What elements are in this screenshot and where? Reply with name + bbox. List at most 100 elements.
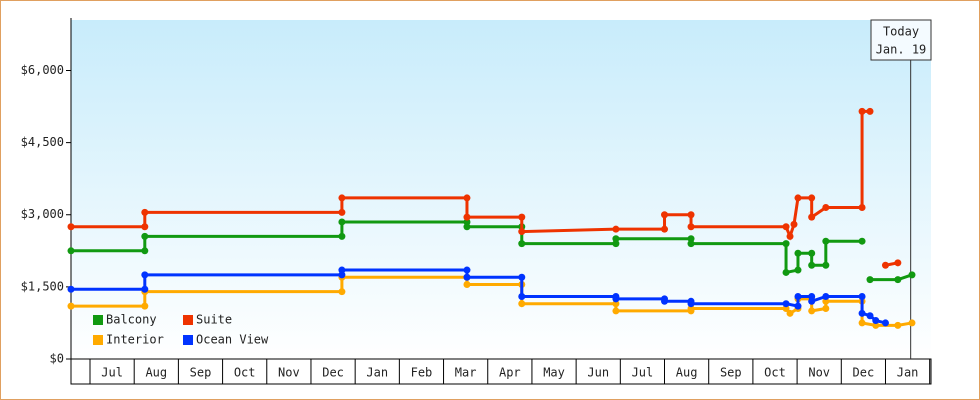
price-point bbox=[808, 307, 816, 315]
x-tick-label: Oct bbox=[234, 366, 256, 380]
today-label: Today bbox=[883, 25, 919, 39]
price-point bbox=[518, 300, 526, 308]
price-point bbox=[808, 292, 816, 300]
price-point bbox=[141, 208, 149, 216]
price-point bbox=[872, 317, 880, 325]
price-point bbox=[858, 309, 866, 317]
y-tick-label: $3,000 bbox=[21, 207, 64, 221]
price-point bbox=[67, 285, 75, 293]
price-point bbox=[786, 309, 794, 317]
price-point bbox=[794, 302, 802, 310]
price-point bbox=[687, 300, 695, 308]
legend-swatch bbox=[93, 315, 103, 325]
x-tick-label: Jul bbox=[632, 366, 654, 380]
series-line bbox=[71, 268, 886, 325]
y-tick-label: $6,000 bbox=[21, 63, 64, 77]
price-point bbox=[612, 307, 620, 315]
price-point bbox=[881, 261, 889, 269]
price-point bbox=[518, 213, 526, 221]
price-point bbox=[881, 319, 889, 327]
price-point bbox=[782, 240, 790, 248]
x-tick-label: Jan bbox=[366, 366, 388, 380]
price-point bbox=[67, 247, 75, 255]
price-point bbox=[687, 223, 695, 231]
price-point bbox=[338, 218, 346, 226]
price-point bbox=[687, 305, 695, 313]
x-tick-label: Apr bbox=[499, 366, 521, 380]
price-point bbox=[67, 302, 75, 310]
x-axis-box bbox=[70, 358, 932, 385]
x-tick-label: Dec bbox=[853, 366, 875, 380]
price-point bbox=[463, 223, 471, 231]
price-point bbox=[687, 235, 695, 243]
price-point bbox=[808, 261, 816, 269]
y-tick-label: $4,500 bbox=[21, 135, 64, 149]
price-point bbox=[808, 213, 816, 221]
price-point bbox=[866, 107, 874, 115]
price-point bbox=[822, 292, 830, 300]
x-tick-label: May bbox=[543, 366, 565, 380]
price-point bbox=[858, 319, 866, 327]
series-line bbox=[71, 275, 913, 327]
price-point bbox=[794, 266, 802, 274]
price-point bbox=[822, 204, 830, 212]
legend-label: Ocean View bbox=[196, 333, 269, 347]
x-tick-label: Jun bbox=[587, 366, 609, 380]
price-point bbox=[612, 240, 620, 248]
price-point bbox=[518, 292, 526, 300]
price-point bbox=[612, 295, 620, 303]
price-point bbox=[782, 223, 790, 231]
x-tick-label: Nov bbox=[808, 366, 830, 380]
price-point bbox=[908, 319, 916, 327]
price-point bbox=[141, 285, 149, 293]
price-point bbox=[661, 297, 669, 305]
price-point bbox=[612, 300, 620, 308]
price-point bbox=[822, 297, 830, 305]
price-point bbox=[141, 302, 149, 310]
price-point bbox=[518, 273, 526, 281]
price-point bbox=[858, 237, 866, 245]
price-point bbox=[908, 271, 916, 279]
price-point bbox=[786, 232, 794, 240]
price-point bbox=[894, 259, 902, 267]
price-point bbox=[661, 211, 669, 219]
price-point bbox=[794, 194, 802, 202]
legend-label: Suite bbox=[196, 313, 232, 327]
price-point bbox=[338, 266, 346, 274]
x-tick-label: Feb bbox=[411, 366, 433, 380]
price-point bbox=[338, 194, 346, 202]
x-tick-label: Jan bbox=[897, 366, 919, 380]
x-tick-label: Aug bbox=[145, 366, 167, 380]
price-point bbox=[687, 240, 695, 248]
price-point bbox=[872, 321, 880, 329]
price-point bbox=[612, 225, 620, 233]
price-point bbox=[808, 194, 816, 202]
x-tick-label: Jul bbox=[101, 366, 123, 380]
price-point bbox=[822, 305, 830, 313]
price-point bbox=[463, 218, 471, 226]
legend-swatch bbox=[183, 315, 193, 325]
price-point bbox=[782, 300, 790, 308]
legend-swatch bbox=[93, 335, 103, 345]
series-line bbox=[71, 220, 863, 275]
x-tick-label: Dec bbox=[322, 366, 344, 380]
price-point bbox=[141, 223, 149, 231]
price-point bbox=[338, 232, 346, 240]
price-point bbox=[463, 280, 471, 288]
price-point bbox=[782, 268, 790, 276]
legend-label: Balcony bbox=[106, 313, 157, 327]
price-point bbox=[463, 266, 471, 274]
price-point bbox=[463, 213, 471, 221]
price-point bbox=[518, 228, 526, 236]
price-point bbox=[808, 249, 816, 257]
price-point bbox=[463, 273, 471, 281]
legend-swatch bbox=[183, 335, 193, 345]
price-point bbox=[338, 208, 346, 216]
price-point bbox=[661, 225, 669, 233]
price-point bbox=[338, 288, 346, 296]
price-point bbox=[141, 271, 149, 279]
x-tick-label: Oct bbox=[764, 366, 786, 380]
price-point bbox=[866, 276, 874, 284]
